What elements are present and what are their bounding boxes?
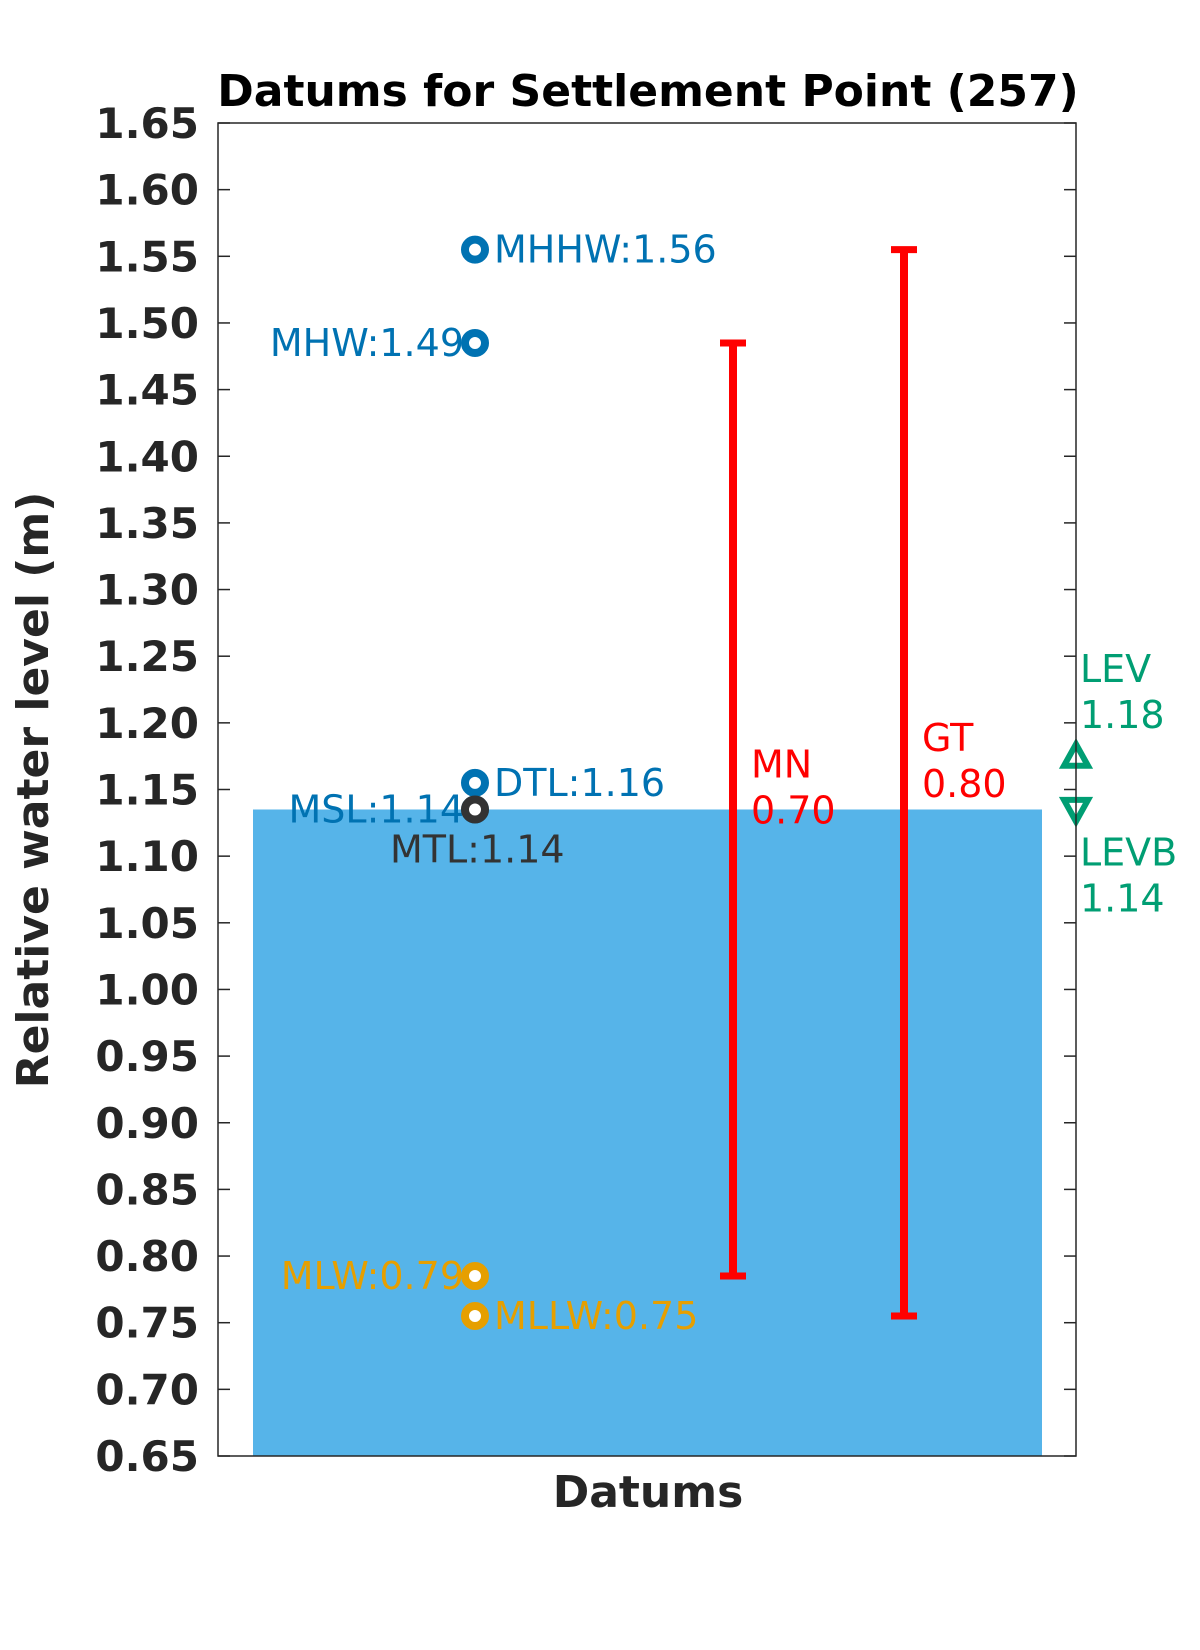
datum-label: MHHW:1.56 bbox=[494, 228, 717, 272]
datum-marker bbox=[461, 1302, 489, 1331]
datum-marker bbox=[461, 768, 489, 797]
extreme-label-value: 1.14 bbox=[1080, 876, 1165, 920]
plot-frame bbox=[217, 122, 1077, 1457]
y-tick-label: 1.40 bbox=[95, 432, 199, 481]
datum-dtl: DTL:1.16 bbox=[461, 761, 665, 805]
range-mn: MN0.70 bbox=[720, 339, 836, 1280]
chart-title: Datums for Settlement Point (257) bbox=[217, 66, 1079, 117]
y-tick-label: 1.15 bbox=[95, 766, 199, 815]
y-tick-label: 1.55 bbox=[95, 232, 199, 281]
range-bars: MN0.70 GT0.80 bbox=[720, 246, 1007, 1320]
y-tick-label: 0.80 bbox=[95, 1232, 199, 1281]
y-tick-label: 0.90 bbox=[95, 1099, 199, 1148]
datum-marker bbox=[461, 235, 489, 264]
y-tick-label: 0.85 bbox=[95, 1165, 199, 1214]
datum-mhw: MHW:1.49 bbox=[270, 321, 489, 365]
datum-mlw: MLW:0.79 bbox=[281, 1254, 489, 1298]
extreme-label-name: LEV bbox=[1080, 647, 1151, 691]
range-label-name: GT bbox=[922, 716, 974, 760]
y-tick-label: 1.60 bbox=[95, 166, 199, 215]
y-tick-label: 1.25 bbox=[95, 632, 199, 681]
y-tick-label: 0.70 bbox=[95, 1365, 199, 1414]
datum-msl: MSL:1.14 bbox=[289, 787, 489, 831]
datum-marker bbox=[461, 795, 489, 824]
datum-mtl: MTL:1.14 bbox=[390, 795, 565, 871]
range-gt: GT0.80 bbox=[891, 246, 1007, 1320]
datum-label: MHW:1.49 bbox=[270, 321, 464, 365]
datum-marker bbox=[461, 1262, 489, 1291]
extreme-label-name: LEVB bbox=[1080, 830, 1177, 874]
y-axis-ticks: 0.65 0.70 0.75 0.80 0.85 0.90 0.95 1.00 1.05 1.10… bbox=[95, 99, 1076, 1481]
datum-marker bbox=[461, 328, 489, 357]
datum-label: MLLW:0.75 bbox=[494, 1294, 698, 1338]
extreme-label-value: 1.18 bbox=[1080, 693, 1165, 737]
y-tick-label: 1.00 bbox=[95, 965, 199, 1014]
datum-label: MLW:0.79 bbox=[281, 1254, 464, 1298]
range-label-name: MN bbox=[751, 742, 812, 786]
datum-mllw: MLLW:0.75 bbox=[461, 1294, 698, 1338]
datum-label: MTL:1.14 bbox=[390, 827, 565, 871]
datum-label: DTL:1.16 bbox=[494, 761, 665, 805]
x-axis-label: Datums bbox=[553, 1467, 744, 1518]
datum-mhhw: MHHW:1.56 bbox=[461, 228, 717, 272]
water-level-bar bbox=[253, 809, 1042, 1456]
y-tick-label: 0.65 bbox=[95, 1432, 199, 1481]
range-label-value: 0.80 bbox=[922, 762, 1007, 806]
y-tick-label: 0.95 bbox=[95, 1032, 199, 1081]
y-axis-label: Relative water level (m) bbox=[8, 492, 59, 1089]
y-tick-label: 0.75 bbox=[95, 1299, 199, 1348]
y-tick-label: 1.05 bbox=[95, 899, 199, 948]
y-tick-label: 1.10 bbox=[95, 832, 199, 881]
y-tick-label: 1.35 bbox=[95, 499, 199, 548]
y-tick-label: 1.30 bbox=[95, 566, 199, 615]
y-tick-label: 1.20 bbox=[95, 699, 199, 748]
datum-points: MHHW:1.56 MHW:1.49 DTL:1.16 MSL:1.14MTL:1.1… bbox=[270, 228, 717, 1338]
y-tick-label: 1.50 bbox=[95, 299, 199, 348]
y-tick-label: 1.65 bbox=[95, 99, 199, 148]
datum-label: MSL:1.14 bbox=[289, 787, 465, 831]
range-label-value: 0.70 bbox=[751, 788, 836, 832]
y-tick-label: 1.45 bbox=[95, 366, 199, 415]
